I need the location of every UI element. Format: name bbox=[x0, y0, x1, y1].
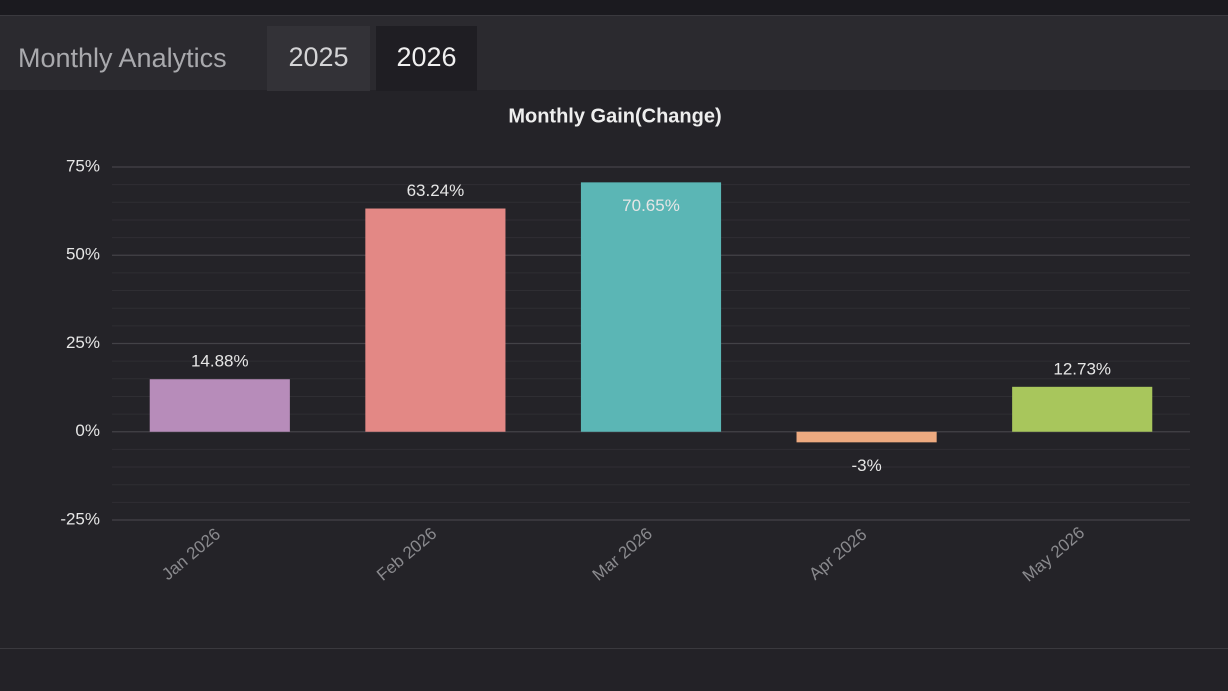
x-tick-label: Mar 2026 bbox=[589, 524, 656, 585]
y-tick-label: 0% bbox=[75, 421, 100, 440]
value-label: -3% bbox=[851, 456, 881, 475]
x-tick-label: Apr 2026 bbox=[805, 525, 870, 584]
tab-active[interactable]: 2026 bbox=[376, 26, 477, 91]
y-tick-label: 25% bbox=[66, 333, 100, 352]
top-bar bbox=[0, 0, 1228, 15]
tab-bar: Monthly Analytics 2025 2026 bbox=[0, 15, 1228, 91]
value-label: 70.65% bbox=[622, 196, 680, 215]
bar bbox=[796, 431, 937, 443]
bar bbox=[149, 379, 290, 432]
y-tick-label: 75% bbox=[66, 156, 100, 175]
value-label: 14.88% bbox=[191, 352, 249, 371]
x-tick-label: Feb 2026 bbox=[373, 524, 440, 585]
chart-title: Monthly Gain(Change) bbox=[508, 105, 721, 127]
bar bbox=[1012, 386, 1153, 432]
x-tick-label: May 2026 bbox=[1019, 523, 1088, 586]
bar bbox=[580, 182, 722, 432]
chart: Monthly Gain(Change) -25% 0% 25% 50% 75% Jan … bbox=[60, 105, 1190, 586]
footer bbox=[0, 648, 1228, 691]
tab[interactable]: 2025 bbox=[267, 26, 370, 91]
bar bbox=[365, 208, 506, 432]
page-title: Monthly Analytics bbox=[18, 43, 227, 73]
value-label: 12.73% bbox=[1053, 359, 1111, 378]
value-label: 63.24% bbox=[407, 181, 465, 200]
x-tick-label: Jan 2026 bbox=[158, 524, 224, 584]
y-tick-label: 50% bbox=[66, 245, 100, 264]
y-tick-label: -25% bbox=[60, 509, 100, 528]
